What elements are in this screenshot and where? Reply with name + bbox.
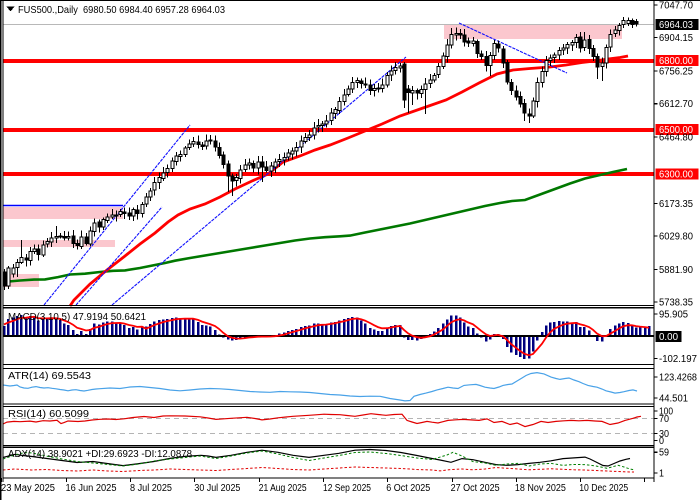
svg-text:6173.35: 6173.35 [659,199,693,210]
svg-text:6029.80: 6029.80 [659,231,693,242]
svg-text:16 Jun 2025: 16 Jun 2025 [66,483,117,494]
svg-text:5881.90: 5881.90 [659,265,693,276]
svg-text:30: 30 [659,429,669,440]
svg-text:44.501: 44.501 [659,394,688,405]
svg-text:7047.70: 7047.70 [659,1,693,12]
svg-text:FUS500.,Daily 6980.50 6984.40: FUS500.,Daily 6980.50 6984.40 6957.28 69… [18,4,225,16]
svg-text:8 Jul 2025: 8 Jul 2025 [130,483,172,494]
svg-text:6964.03: 6964.03 [659,20,693,31]
svg-text:MACD(3,10,5) 47.9194 50.6421: MACD(3,10,5) 47.9194 50.6421 [8,312,146,323]
svg-text:10 Dec 2025: 10 Dec 2025 [579,483,628,494]
svg-text:6904.15: 6904.15 [659,33,693,44]
svg-text:21 Aug 2025: 21 Aug 2025 [259,483,307,494]
svg-text:100: 100 [659,407,673,418]
svg-text:6612.70: 6612.70 [659,99,693,110]
svg-text:23 May 2025: 23 May 2025 [1,483,55,494]
svg-text:0: 0 [659,436,664,447]
svg-text:5738.35: 5738.35 [659,298,693,309]
svg-text:70: 70 [659,414,669,425]
svg-text:6756.25: 6756.25 [659,67,693,78]
svg-text:123.4268: 123.4268 [659,373,697,384]
svg-text:-102.197: -102.197 [659,354,697,365]
svg-text:ATR(14) 69.5543: ATR(14) 69.5543 [8,371,91,382]
svg-text:59: 59 [659,448,669,459]
svg-text:6464.80: 6464.80 [659,133,693,144]
svg-text:6300.00: 6300.00 [659,170,693,181]
svg-text:1: 1 [659,469,664,480]
svg-text:6 Oct 2025: 6 Oct 2025 [386,483,430,494]
svg-text:RSI(14) 60.5099: RSI(14) 60.5099 [8,409,89,420]
svg-text:18 Nov 2025: 18 Nov 2025 [515,483,566,494]
svg-text:6500.00: 6500.00 [659,125,693,136]
svg-text:95.905: 95.905 [659,310,688,321]
svg-text:27 Oct 2025: 27 Oct 2025 [451,483,500,494]
svg-text:0.00: 0.00 [659,332,678,343]
svg-text:ADX(14) 38.9021 +DI:29.6923 -D: ADX(14) 38.9021 +DI:29.6923 -DI:12.0878 [8,449,192,460]
svg-text:30 Jul 2025: 30 Jul 2025 [194,483,240,494]
svg-text:6800.00: 6800.00 [659,56,693,67]
svg-text:12 Sep 2025: 12 Sep 2025 [323,483,371,494]
